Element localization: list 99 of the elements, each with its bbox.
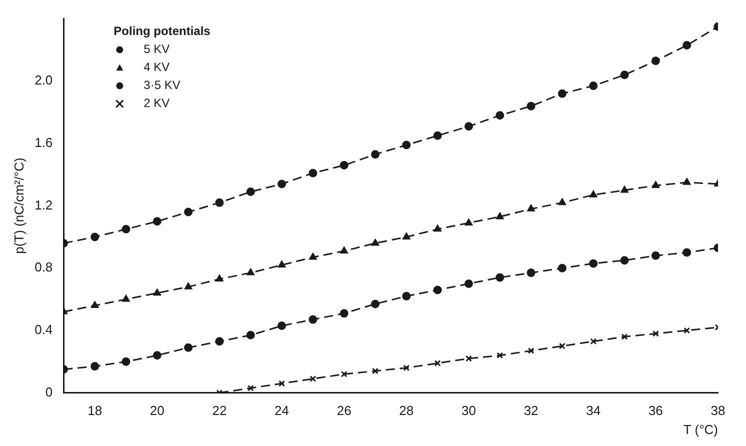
y-tick-label: 0.4 (34, 322, 53, 338)
point (278, 260, 286, 268)
point (683, 178, 691, 185)
point (152, 351, 162, 360)
x-tick-label: 34 (586, 403, 601, 418)
point (184, 282, 192, 290)
point (278, 380, 286, 387)
point (90, 232, 100, 242)
point (496, 273, 504, 282)
point (496, 111, 504, 120)
point (651, 56, 660, 66)
point (620, 186, 628, 193)
y-tick-label: 0 (45, 384, 53, 400)
point (340, 370, 348, 378)
point (558, 342, 566, 350)
point (684, 327, 690, 334)
point (246, 188, 255, 196)
point (246, 330, 255, 340)
point (340, 309, 348, 318)
point (496, 352, 504, 359)
point (215, 337, 224, 346)
point (184, 208, 193, 216)
point (308, 168, 318, 178)
legend-label: 5 KV (144, 42, 170, 56)
point (496, 212, 504, 220)
point (434, 360, 441, 366)
point (310, 376, 316, 382)
point (247, 384, 254, 392)
point (372, 368, 378, 374)
point (246, 268, 254, 276)
point (464, 218, 473, 226)
point (527, 204, 535, 212)
legend-label: 2 KV (144, 96, 170, 110)
point (309, 252, 317, 260)
point (278, 180, 286, 188)
point (278, 322, 286, 330)
x-tick-label: 30 (462, 403, 476, 418)
point (466, 355, 472, 362)
point (433, 286, 442, 294)
point (433, 131, 442, 140)
point (402, 232, 410, 240)
y-axis-title: p(T) (nC/cm²/°C) (11, 158, 26, 254)
point (402, 292, 411, 300)
point (589, 259, 598, 268)
point (464, 279, 473, 288)
point (402, 140, 411, 150)
point (652, 181, 660, 188)
point (91, 301, 99, 308)
y-tick-label: 2.0 (34, 72, 53, 88)
x-axis-title: T (°C) (683, 422, 718, 437)
point (371, 300, 380, 308)
point (184, 343, 193, 352)
point (621, 333, 628, 340)
point (651, 251, 660, 260)
x-tick-label: 36 (648, 403, 663, 418)
x-tick-label: 18 (88, 403, 102, 418)
point (682, 41, 692, 50)
point (152, 217, 162, 226)
x-tick-label: 28 (399, 403, 414, 418)
point (340, 246, 348, 254)
point (215, 198, 224, 207)
point (371, 238, 380, 246)
point (620, 70, 629, 80)
point (340, 161, 348, 170)
point (652, 330, 659, 337)
point (122, 295, 130, 302)
point (558, 264, 566, 272)
point (558, 89, 566, 98)
point (403, 364, 410, 372)
point (526, 102, 536, 110)
legend-label: 4 KV (144, 60, 170, 74)
point (308, 315, 318, 324)
point (620, 256, 629, 265)
x-tick-label: 26 (336, 403, 352, 418)
point (434, 224, 442, 232)
y-tick-label: 1.6 (34, 135, 53, 150)
x-tick-label: 20 (150, 403, 164, 418)
point (153, 288, 161, 296)
point (216, 274, 224, 282)
point (122, 357, 130, 366)
point (526, 268, 536, 278)
x-tick-label: 38 (710, 403, 726, 418)
point (464, 122, 473, 131)
point (122, 224, 130, 234)
y-tick-label: 0.8 (34, 260, 53, 275)
point (589, 82, 598, 90)
point (682, 248, 692, 257)
point (371, 150, 380, 159)
x-tick-label: 22 (212, 403, 227, 418)
point (528, 348, 534, 354)
y-tick-label: 1.2 (34, 197, 53, 212)
point (558, 198, 566, 206)
x-tick-label: 32 (524, 403, 538, 418)
legend-title: Poling potentials (114, 24, 211, 38)
point (590, 190, 598, 198)
x-tick-label: 24 (274, 403, 290, 418)
point (90, 362, 100, 371)
legend-label: 3·5 KV (144, 78, 180, 92)
point (590, 338, 597, 345)
